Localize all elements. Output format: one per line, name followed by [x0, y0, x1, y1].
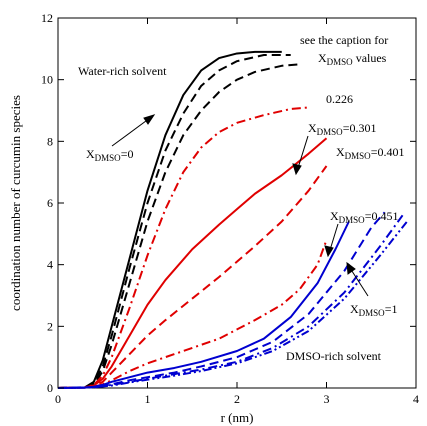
series-line-11	[57, 220, 408, 389]
annotation-0226: 0.226	[326, 92, 353, 106]
x0-val: =0	[121, 147, 134, 161]
y-axis-title: coordination number of curcumin species	[8, 95, 23, 311]
caption-sub: DMSO	[327, 57, 354, 67]
annotation-arrows	[111, 114, 369, 297]
annotation-x301: XDMSO=0.301	[308, 121, 376, 137]
arrow-x1-head	[346, 261, 356, 275]
x301-main: X	[308, 121, 317, 135]
series-layer	[57, 50, 408, 389]
arrow-x0-line	[111, 117, 151, 147]
x-tick-label: 1	[145, 392, 151, 406]
x-tick-label: 0	[55, 392, 61, 406]
series-line-5	[57, 137, 328, 389]
x451-main: X	[330, 209, 339, 223]
annotation-water-rich: Water-rich solvent	[78, 64, 167, 78]
x0-sub: DMSO	[95, 153, 122, 163]
y-tick-label: 6	[47, 196, 53, 210]
arrow-x0-head	[143, 114, 156, 125]
y-tick-label: 12	[41, 11, 53, 25]
x1-val: =1	[385, 302, 398, 316]
y-tick-label: 0	[47, 381, 53, 395]
series-line-1	[57, 50, 282, 389]
annotation-dmso-rich: DMSO-rich solvent	[286, 349, 382, 363]
caption-x: X	[318, 51, 327, 65]
y-tick-label: 4	[47, 258, 53, 272]
x401-val: =0.401	[371, 145, 405, 159]
y-tick-label: 2	[47, 319, 53, 333]
y-tick-label: 8	[47, 134, 53, 148]
x401-sub: DMSO	[345, 151, 372, 161]
annotation-x401: XDMSO=0.401	[336, 145, 404, 161]
x451-val: =0.451	[365, 209, 399, 223]
x1-main: X	[350, 302, 359, 316]
x401-main: X	[336, 145, 345, 159]
x1-sub: DMSO	[359, 308, 386, 318]
series-line-10	[57, 214, 404, 389]
x-tick-label: 3	[324, 392, 330, 406]
x-tick-label: 4	[413, 392, 419, 406]
x301-sub: DMSO	[317, 127, 344, 137]
x-axis-title: r (nm)	[221, 410, 254, 425]
series-line-4	[57, 106, 309, 389]
arrow-x1-line	[349, 267, 369, 297]
x0-main: X	[86, 147, 95, 161]
arrow-x301-line	[297, 135, 309, 169]
series-line-2	[57, 54, 291, 389]
caption-values: values	[353, 51, 387, 65]
series-line-6	[57, 165, 328, 389]
arrow-x301-head	[292, 163, 302, 176]
series-line-9	[57, 211, 386, 389]
annotation-caption-line1: see the caption for	[300, 33, 388, 47]
arrow-x451-line	[329, 223, 339, 251]
x301-val: =0.301	[343, 121, 377, 135]
series-line-3	[57, 63, 300, 389]
annotation-x1: XDMSO=1	[350, 302, 397, 318]
arrow-x451-head	[324, 245, 334, 258]
x-tick-label: 2	[234, 392, 240, 406]
annotation-x0: XDMSO=0	[86, 147, 133, 163]
x451-sub: DMSO	[339, 215, 366, 225]
annotation-x451: XDMSO=0.451	[330, 209, 398, 225]
y-tick-label: 10	[41, 73, 53, 87]
annotation-caption-line2: XDMSO values	[318, 51, 387, 67]
series-line-7	[57, 239, 328, 389]
